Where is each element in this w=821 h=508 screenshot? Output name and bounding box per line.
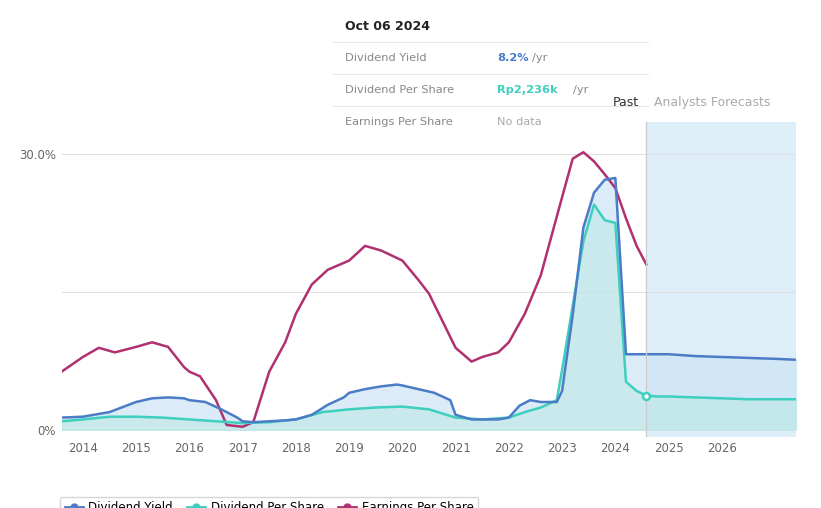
Text: Past: Past: [612, 97, 639, 109]
Bar: [646, 122, 796, 437]
Text: Dividend Yield: Dividend Yield: [345, 53, 427, 63]
Legend: Dividend Yield, Dividend Per Share, Earnings Per Share: Dividend Yield, Dividend Per Share, Earn…: [60, 497, 479, 508]
Text: Earnings Per Share: Earnings Per Share: [345, 117, 453, 127]
Text: Analysts Forecasts: Analysts Forecasts: [654, 97, 770, 109]
Text: 8.2%: 8.2%: [497, 53, 529, 63]
Text: /yr: /yr: [532, 53, 547, 63]
Text: No data: No data: [497, 117, 542, 127]
Text: Rp2,236k: Rp2,236k: [497, 85, 557, 95]
Text: /yr: /yr: [573, 85, 588, 95]
Text: Oct 06 2024: Oct 06 2024: [345, 20, 430, 33]
Text: Dividend Per Share: Dividend Per Share: [345, 85, 454, 95]
